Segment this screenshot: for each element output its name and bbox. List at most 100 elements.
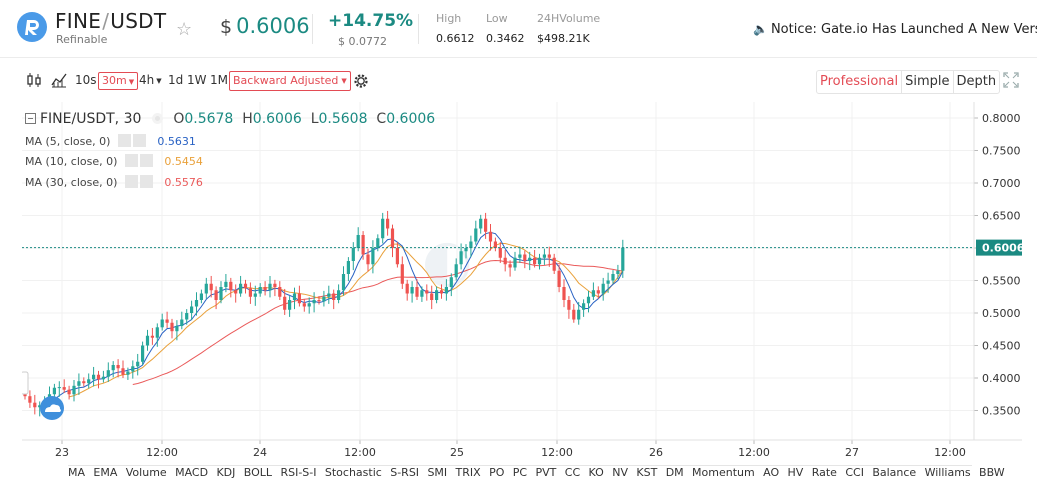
- low-label: Low: [486, 12, 508, 25]
- indicator-cci[interactable]: CCI: [845, 466, 864, 479]
- indicator-kst[interactable]: KST: [636, 466, 658, 479]
- fullscreen-expand-icon[interactable]: [1002, 71, 1020, 89]
- legend-ohlc: O0.5678 H0.6006 L0.5608 C0.6006: [173, 111, 435, 127]
- candle-body: [351, 248, 355, 261]
- interval-4h[interactable]: 4h ▼: [139, 73, 162, 87]
- adjust-mode-select[interactable]: Backward Adjusted ▼: [229, 71, 351, 91]
- candle-body: [77, 381, 81, 386]
- interval-4h-label: 4h: [139, 73, 155, 87]
- candle-body: [57, 387, 61, 389]
- favorite-star-icon[interactable]: ☆: [176, 19, 193, 40]
- indicator-pc[interactable]: PC: [512, 466, 528, 479]
- volume-label: 24HVolume: [537, 12, 601, 25]
- candle-body: [302, 303, 306, 307]
- header-divider: [312, 14, 313, 44]
- high-value: 0.6006: [252, 111, 302, 127]
- y-tick-label: 0.3500: [982, 405, 1021, 418]
- indicator-balance[interactable]: Balance: [872, 466, 917, 479]
- settings-gear-icon[interactable]: [352, 72, 370, 90]
- candle-body: [297, 293, 301, 304]
- candle-body: [410, 287, 414, 294]
- candlestick-plot[interactable]: 0.80000.75000.70000.65000.60000.55000.50…: [22, 102, 1023, 484]
- indicator-rate[interactable]: Rate: [811, 466, 837, 479]
- legend-settings-icon[interactable]: [151, 113, 163, 124]
- indicator-boll[interactable]: BOLL: [243, 466, 273, 479]
- candle-body: [420, 290, 424, 297]
- indicator-momentum[interactable]: Momentum: [692, 466, 755, 479]
- candle-body: [180, 319, 184, 326]
- candle-body: [591, 290, 595, 297]
- indicator-williams[interactable]: Williams: [924, 466, 971, 479]
- ma10-settings-icon[interactable]: [124, 154, 138, 167]
- candle-body: [327, 293, 331, 297]
- indicator-dm[interactable]: DM: [665, 466, 684, 479]
- indicator-stochastic[interactable]: Stochastic: [324, 466, 382, 479]
- ma10-value: 0.5454: [164, 155, 203, 168]
- ma30-settings-icon[interactable]: [124, 175, 138, 188]
- candle-body: [92, 374, 96, 380]
- candle-body: [430, 293, 434, 300]
- candle-body: [572, 309, 576, 320]
- price-chart[interactable]: 0.80000.75000.70000.65000.60000.55000.50…: [22, 102, 1023, 484]
- indicator-ao[interactable]: AO: [763, 466, 780, 479]
- candle-body: [425, 290, 429, 294]
- interval-1m[interactable]: 1M: [210, 73, 228, 87]
- indicator-volume[interactable]: Volume: [125, 466, 167, 479]
- legend-collapse-icon[interactable]: [25, 113, 36, 124]
- indicator-bbw[interactable]: BBW: [979, 466, 1005, 479]
- indicator-rsi-s-i[interactable]: RSI-S-I: [280, 466, 317, 479]
- close-value: 0.6006: [386, 111, 436, 127]
- ma5-value: 0.5631: [157, 135, 196, 148]
- candle-body: [518, 254, 522, 258]
- candle-body: [479, 218, 483, 229]
- notice-ticker[interactable]: 🔈 Notice: Gate.io Has Launched A New Vers…: [753, 22, 1037, 37]
- candle-body: [239, 283, 243, 294]
- candle-body: [567, 300, 571, 310]
- candle-body: [376, 238, 380, 248]
- candle-body: [258, 287, 262, 294]
- ma5-settings-icon[interactable]: [117, 134, 131, 147]
- indicator-hv[interactable]: HV: [787, 466, 804, 479]
- indicator-macd[interactable]: MACD: [175, 466, 209, 479]
- interval-30m-selected[interactable]: 30m ▼: [98, 72, 139, 90]
- indicator-ma[interactable]: MA: [68, 466, 86, 479]
- candle-body: [400, 264, 404, 284]
- candle-body: [444, 287, 448, 294]
- quote-symbol: USDT: [110, 9, 167, 33]
- selected-interval-label: 30m: [102, 74, 127, 87]
- candlestick-type-icon[interactable]: [25, 71, 43, 89]
- ma30-remove-icon[interactable]: [139, 175, 153, 188]
- indicator-s-rsi[interactable]: S-RSI: [390, 466, 420, 479]
- interval-1w[interactable]: 1W: [187, 73, 207, 87]
- indicator-po[interactable]: PO: [489, 466, 505, 479]
- candle-body: [371, 248, 375, 265]
- indicator-ko[interactable]: KO: [588, 466, 604, 479]
- interval-10s[interactable]: 10s: [75, 73, 97, 87]
- x-tick-label: 25: [450, 446, 464, 459]
- sidebar-expand-handle: [22, 371, 29, 395]
- indicator-kdj[interactable]: KDJ: [216, 466, 236, 479]
- token-name: Refinable: [56, 33, 108, 46]
- indicator-smi[interactable]: SMI: [427, 466, 448, 479]
- ma10-line: [68, 243, 624, 398]
- indicator-cc[interactable]: CC: [564, 466, 581, 479]
- candle-body: [317, 300, 321, 302]
- candle-body: [292, 293, 297, 300]
- indicator-trix[interactable]: TRIX: [455, 466, 481, 479]
- view-professional[interactable]: Professional: [817, 71, 903, 93]
- candle-body: [219, 287, 223, 300]
- indicators-icon[interactable]: [50, 71, 68, 89]
- indicator-nv[interactable]: NV: [612, 466, 628, 479]
- interval-1d[interactable]: 1d: [168, 73, 184, 87]
- view-depth[interactable]: Depth: [956, 74, 997, 89]
- candle-body: [469, 241, 473, 248]
- ma5-remove-icon[interactable]: [132, 134, 146, 147]
- view-simple[interactable]: Simple: [902, 71, 954, 93]
- ma10-remove-icon[interactable]: [139, 154, 153, 167]
- candle-body: [136, 361, 140, 367]
- indicator-pvt[interactable]: PVT: [535, 466, 557, 479]
- dropdown-caret-icon: ▼: [128, 78, 135, 86]
- indicator-ema[interactable]: EMA: [93, 466, 118, 479]
- legend-pair: FINE/USDT, 30: [40, 111, 142, 127]
- indicator-bar: MA EMA Volume MACD KDJ BOLL RSI-S-I Stochastic S…: [68, 465, 1005, 485]
